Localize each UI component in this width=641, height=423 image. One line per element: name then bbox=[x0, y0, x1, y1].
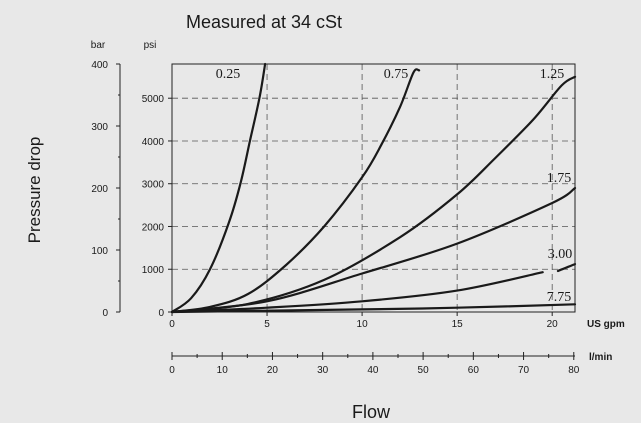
y-axis-title: Pressure drop bbox=[25, 137, 44, 244]
psi-axis-ticks: 0 1000 2000 3000 4000 5000 bbox=[142, 94, 172, 319]
curve-3-00 bbox=[170, 271, 544, 314]
lmin-tick-label: 30 bbox=[317, 365, 329, 376]
lmin-tick-label: 70 bbox=[518, 365, 530, 376]
bar-tick-label: 100 bbox=[91, 246, 108, 257]
lmin-tick-label: 0 bbox=[169, 365, 175, 376]
psi-tick-label: 1000 bbox=[142, 265, 165, 276]
gpm-tick-label: 10 bbox=[357, 319, 369, 330]
curve-0-75 bbox=[170, 68, 421, 314]
x-axis-title: Flow bbox=[352, 402, 391, 422]
curve-label: 3.00 bbox=[548, 247, 573, 262]
lmin-axis-ticks: 0 10 20 30 40 50 60 70 80 bbox=[169, 352, 580, 376]
bar-axis-ticks: 0 100 200 300 400 bbox=[91, 60, 120, 319]
curve-label: 7.75 bbox=[547, 290, 572, 305]
curve-3-00 bbox=[556, 263, 577, 273]
gpm-tick-label: 5 bbox=[264, 319, 270, 330]
psi-tick-label: 4000 bbox=[142, 137, 165, 148]
psi-tick-label: 3000 bbox=[142, 180, 165, 191]
curve-labels: 0.25 0.75 1.25 1.75 3.00 7.75 bbox=[216, 67, 573, 305]
bar-tick-label: 400 bbox=[91, 60, 108, 71]
lmin-tick-label: 20 bbox=[267, 365, 279, 376]
curve-label: 1.25 bbox=[540, 67, 565, 82]
lmin-axis-unit: l/min bbox=[589, 352, 612, 363]
psi-tick-label: 5000 bbox=[142, 94, 165, 105]
lmin-tick-label: 40 bbox=[367, 365, 379, 376]
curve-label: 0.25 bbox=[216, 67, 241, 82]
gpm-tick-label: 15 bbox=[452, 319, 464, 330]
curve-1-75 bbox=[170, 186, 577, 314]
bar-tick-label: 200 bbox=[91, 184, 108, 195]
gpm-tick-label: 20 bbox=[547, 319, 559, 330]
psi-tick-label: 2000 bbox=[142, 222, 165, 233]
flow-curves bbox=[170, 62, 577, 314]
curve-label: 0.75 bbox=[384, 67, 409, 82]
gpm-tick-label: 0 bbox=[169, 319, 175, 330]
gpm-axis-unit: US gpm bbox=[587, 319, 625, 330]
plot-frame bbox=[171, 63, 576, 313]
curve-7-75 bbox=[170, 303, 577, 314]
curve-0-25 bbox=[170, 62, 267, 314]
chart-title: Measured at 34 cSt bbox=[186, 12, 342, 32]
curve-label: 1.75 bbox=[547, 171, 572, 186]
psi-tick-label: 0 bbox=[158, 308, 164, 319]
psi-axis-unit: psi bbox=[144, 40, 157, 51]
grid-lines bbox=[172, 64, 575, 312]
bar-axis-unit: bar bbox=[91, 40, 106, 51]
lmin-tick-label: 80 bbox=[568, 365, 580, 376]
lmin-tick-label: 50 bbox=[418, 365, 430, 376]
lmin-tick-label: 10 bbox=[217, 365, 229, 376]
gpm-axis-ticks: 0 5 10 15 20 bbox=[169, 312, 558, 330]
bar-tick-label: 300 bbox=[91, 122, 108, 133]
lmin-tick-label: 60 bbox=[468, 365, 480, 376]
curve-1-25 bbox=[170, 75, 577, 314]
bar-tick-label: 0 bbox=[102, 308, 108, 319]
